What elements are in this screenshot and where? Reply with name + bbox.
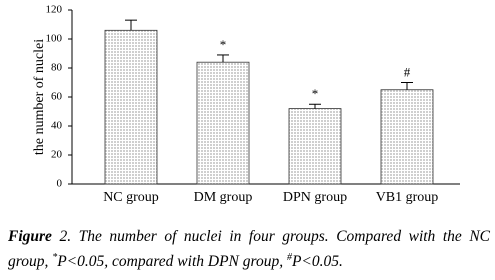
caption-text: P<0.05, compared with DPN group, — [57, 253, 287, 271]
y-tick-label: 40 — [51, 120, 63, 132]
x-tick-label: NC group — [103, 190, 159, 205]
caption-sup: * — [52, 252, 58, 263]
bar — [380, 89, 434, 185]
y-tick-label: 0 — [57, 178, 63, 190]
y-tick-label: 100 — [46, 33, 63, 45]
caption: Figure 2. The number of nuclei in four g… — [8, 226, 490, 272]
significance-marker: * — [220, 37, 227, 52]
x-tick-label: DM group — [194, 190, 253, 205]
y-tick-label: 60 — [51, 91, 63, 103]
y-tick-label: 120 — [46, 4, 63, 16]
chart: the number of nuclei 0 20 40 60 80 100 120 NC g… — [32, 4, 460, 205]
caption-text: P<0.05. — [291, 253, 343, 271]
bar — [288, 108, 342, 185]
y-tick-label: 80 — [51, 62, 63, 74]
caption-sup: # — [286, 252, 292, 263]
bar — [196, 61, 250, 185]
x-tick-label: VB1 group — [376, 190, 439, 205]
y-axis-label: the number of nuclei — [32, 39, 47, 155]
caption-label: Figure — [8, 228, 52, 245]
caption-text: 2. The number of nuclei in four groups. … — [8, 228, 490, 271]
significance-marker: # — [404, 64, 411, 79]
bar — [104, 29, 158, 185]
significance-marker: * — [312, 86, 319, 101]
y-tick-label: 20 — [51, 149, 63, 161]
x-tick-label: DPN group — [283, 190, 347, 205]
